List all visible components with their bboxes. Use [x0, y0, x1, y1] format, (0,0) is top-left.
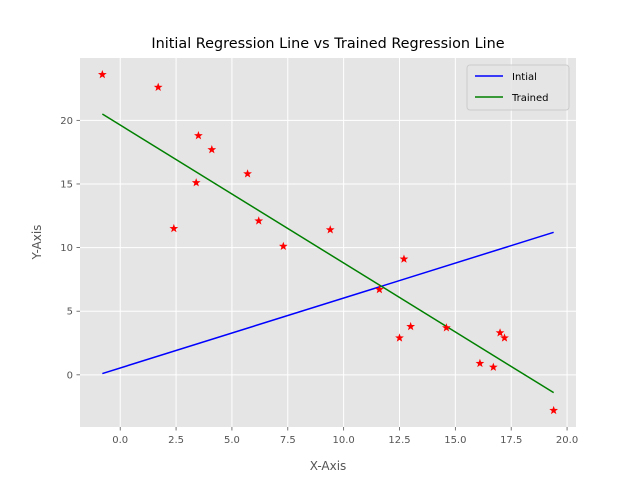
x-tick-label: 10.0	[333, 435, 355, 446]
data-point	[475, 358, 485, 368]
data-point	[500, 333, 509, 342]
data-point	[278, 241, 288, 251]
x-tick-label: 7.5	[280, 435, 296, 446]
y-tick-label: 0	[67, 370, 73, 381]
x-tick-label: 20.0	[556, 435, 578, 446]
y-tick-label: 10	[60, 243, 73, 254]
y-tick-label: 20	[60, 116, 73, 127]
x-tick-label: 0.0	[112, 435, 128, 446]
data-point	[495, 328, 505, 337]
y-ticks: 0 5 10 15 20	[60, 116, 80, 381]
data-point	[395, 333, 404, 342]
x-ticks: 0.0 2.5 5.0 7.5 10.0 12.5 15.0 17.5 20.0	[112, 427, 578, 446]
data-point	[243, 169, 252, 178]
data-point	[194, 131, 203, 140]
data-point	[442, 323, 451, 332]
data-point	[375, 284, 384, 294]
data-point	[549, 405, 559, 415]
x-tick-label: 2.5	[168, 435, 184, 446]
chart-title: Initial Regression Line vs Trained Regre…	[151, 36, 504, 52]
x-axis-label: X-Axis	[310, 459, 347, 473]
data-point	[207, 145, 217, 154]
x-tick-label: 5.0	[224, 435, 240, 446]
x-tick-label: 12.5	[388, 435, 410, 446]
data-point	[169, 223, 179, 233]
plot-area	[80, 58, 576, 427]
grid	[80, 58, 576, 427]
y-tick-label: 5	[67, 307, 73, 318]
legend-label-intial: Intial	[512, 72, 537, 83]
series-line-trained	[101, 113, 555, 394]
x-tick-label: 17.5	[500, 435, 522, 446]
legend-label-trained: Trained	[511, 93, 549, 104]
data-point	[488, 362, 498, 371]
data-point	[153, 82, 163, 91]
data-point	[325, 225, 335, 234]
scatter-points	[97, 69, 559, 415]
data-point	[97, 69, 107, 79]
y-tick-label: 15	[60, 179, 73, 190]
data-point	[406, 321, 416, 331]
legend: Intial Trained	[466, 64, 570, 111]
regression-lines	[101, 113, 555, 394]
y-axis-label: Y-Axis	[30, 225, 44, 261]
data-point	[254, 216, 264, 225]
data-point	[191, 178, 201, 187]
x-tick-label: 15.0	[444, 435, 466, 446]
data-point	[399, 254, 409, 263]
series-line-intial	[102, 231, 554, 375]
